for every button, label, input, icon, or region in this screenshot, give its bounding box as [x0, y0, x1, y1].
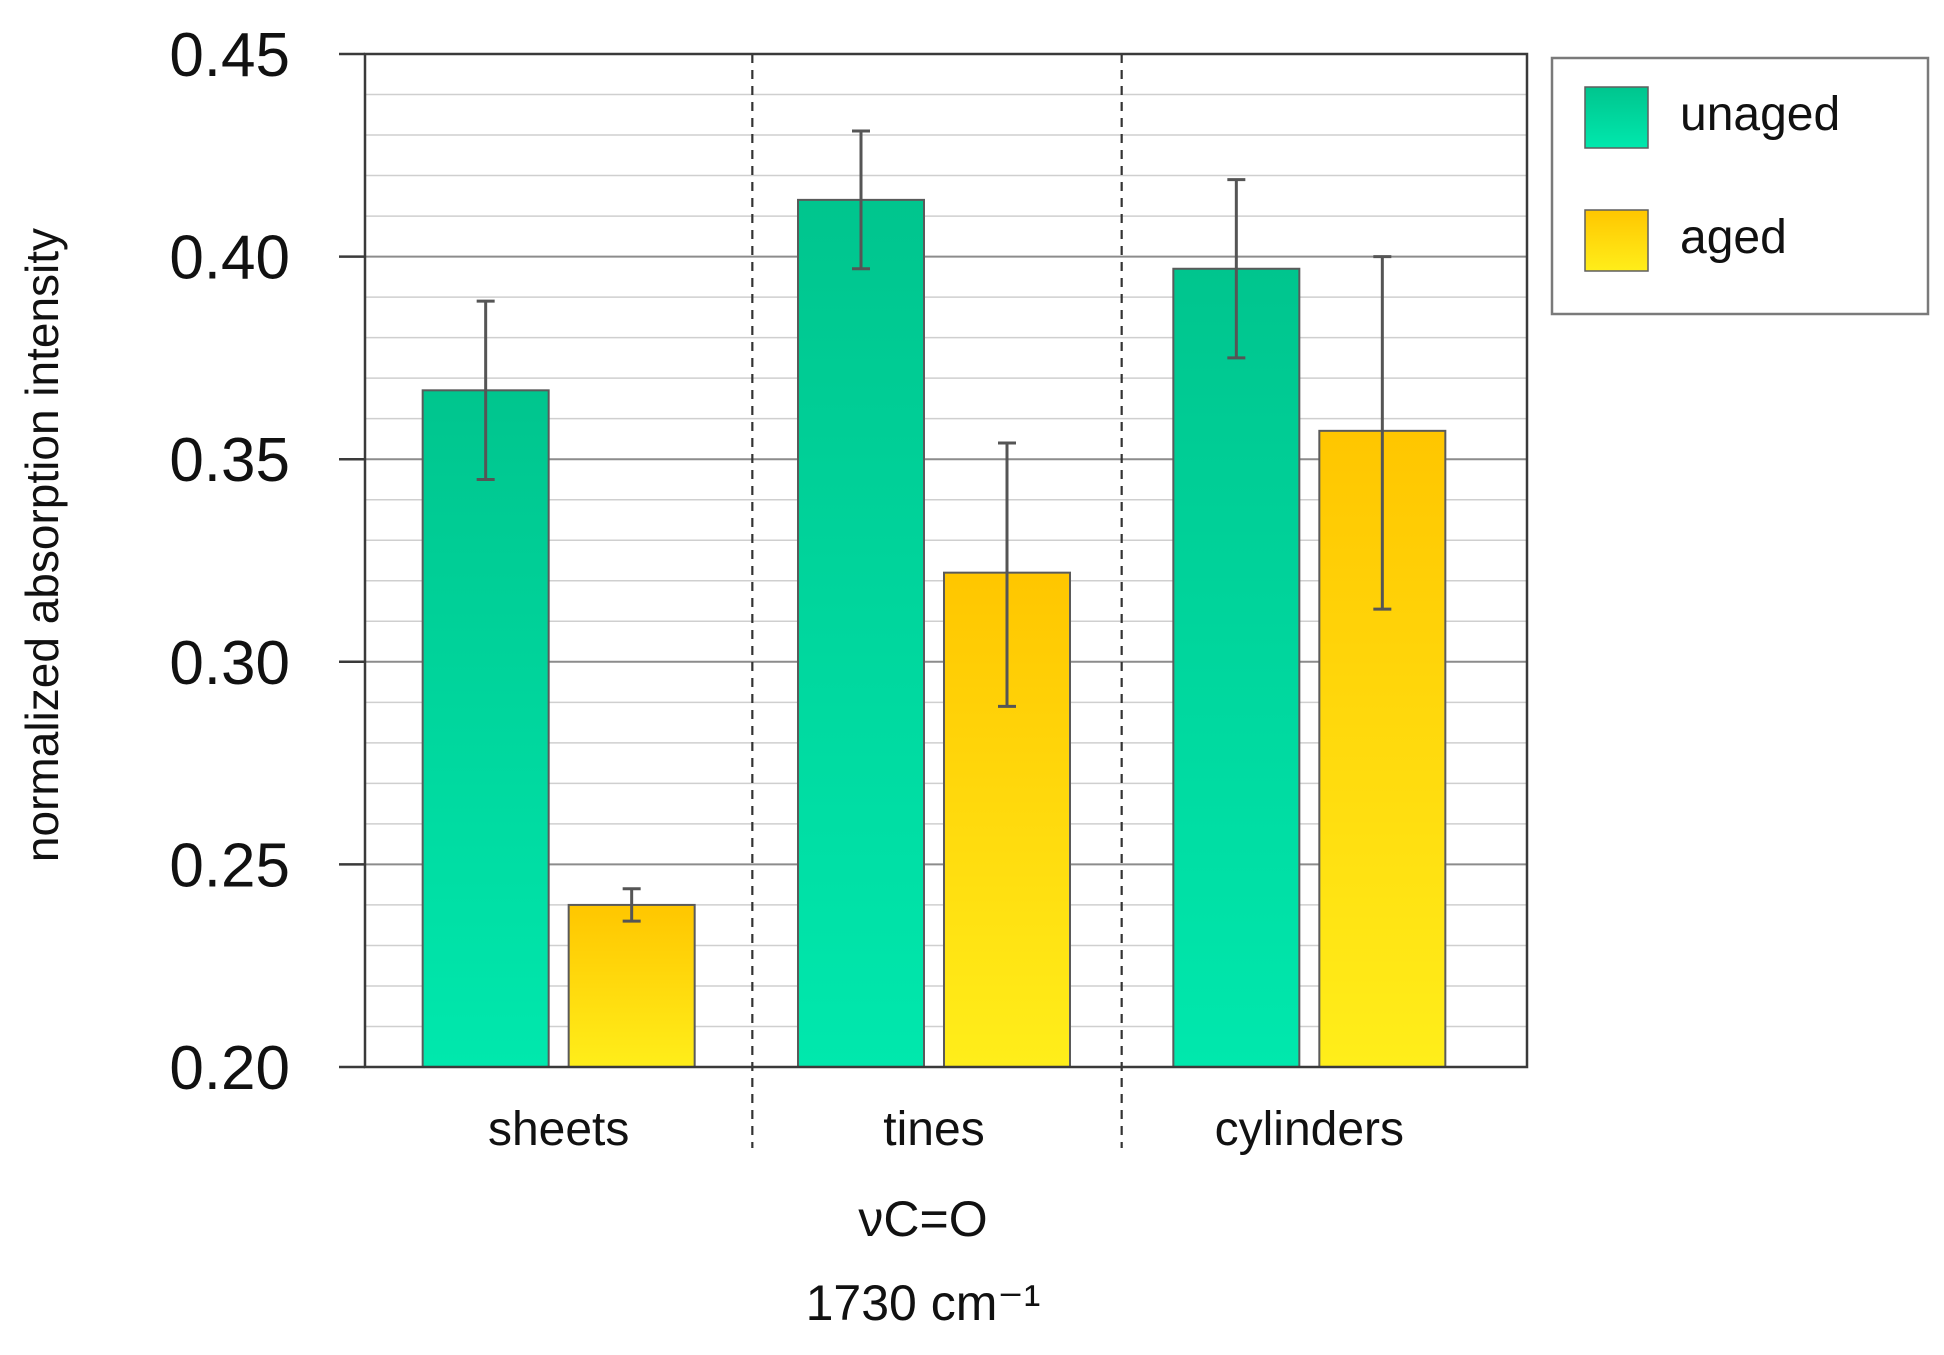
bars	[421, 198, 1447, 1069]
x-tick-labels: sheets tines cylinders	[488, 1103, 1404, 1156]
y-tick-label: 0.25	[169, 831, 290, 900]
plot-frame	[363, 52, 1529, 1069]
y-tick-labels: 0.20 0.25 0.30 0.35 0.40 0.45	[169, 21, 290, 1103]
legend-swatch-unaged	[1584, 86, 1649, 149]
y-tick-label: 0.45	[169, 21, 290, 90]
error-bars	[476, 129, 1392, 923]
x-axis-label: νC=O	[858, 1191, 987, 1247]
legend: unaged aged	[1550, 56, 1930, 316]
legend-swatch-aged	[1584, 209, 1649, 272]
y-tick-label: 0.30	[169, 629, 290, 698]
y-tick-label: 0.40	[169, 224, 290, 293]
y-axis-label: normalized absorption intensity	[16, 228, 68, 862]
y-tick-label: 0.35	[169, 426, 290, 495]
y-tick-label: 0.20	[169, 1034, 290, 1103]
bar-unaged-cylinders	[1172, 267, 1301, 1069]
bar-unaged-sheets	[421, 389, 550, 1069]
legend-label-unaged: unaged	[1680, 88, 1840, 141]
legend-label-aged: aged	[1680, 211, 1787, 264]
category-separators	[751, 54, 1123, 1148]
x-tick-label-cylinders: cylinders	[1215, 1103, 1404, 1156]
x-tick-label-sheets: sheets	[488, 1103, 629, 1156]
bar-aged-sheets	[567, 903, 696, 1068]
axes	[339, 52, 1529, 1069]
x-tick-label-tines: tines	[883, 1103, 984, 1156]
bar-unaged-tines	[797, 198, 925, 1068]
x-axis-label-unit: 1730 cm⁻¹	[806, 1275, 1041, 1331]
